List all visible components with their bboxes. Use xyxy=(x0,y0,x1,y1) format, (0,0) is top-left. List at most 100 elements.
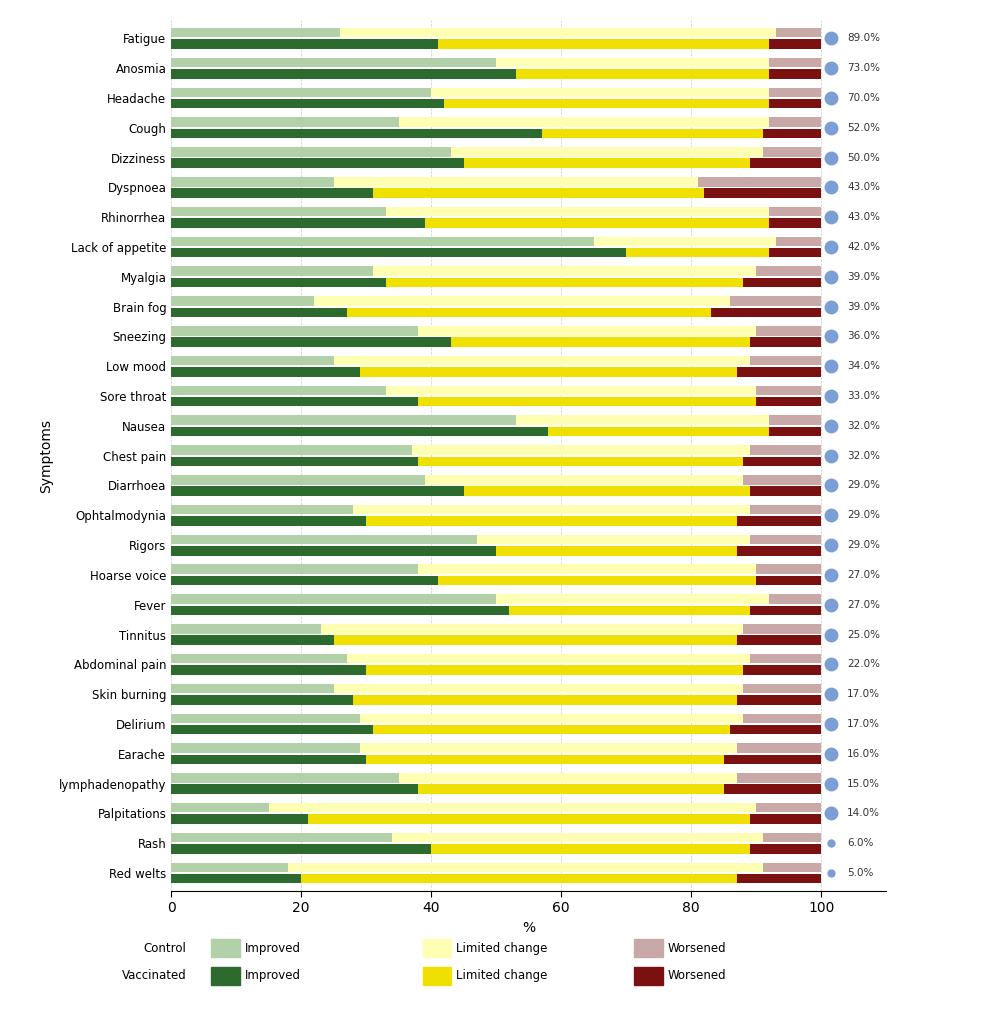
Bar xyxy=(171,248,626,257)
Bar xyxy=(438,575,756,586)
Bar xyxy=(769,427,821,436)
Bar xyxy=(743,278,821,288)
Bar xyxy=(171,368,359,377)
Bar xyxy=(496,57,769,68)
Bar xyxy=(510,605,749,615)
Text: 29.0%: 29.0% xyxy=(847,480,880,490)
Bar xyxy=(749,486,821,496)
Bar xyxy=(737,743,821,753)
Text: 15.0%: 15.0% xyxy=(847,778,880,788)
Bar xyxy=(171,337,451,347)
Text: 39.0%: 39.0% xyxy=(847,302,880,311)
Bar xyxy=(346,654,749,664)
Bar xyxy=(171,177,333,186)
Bar xyxy=(431,87,769,97)
Bar xyxy=(373,725,730,734)
Text: 29.0%: 29.0% xyxy=(847,540,880,550)
Text: 14.0%: 14.0% xyxy=(847,808,880,818)
Bar xyxy=(594,237,775,246)
Bar xyxy=(171,188,373,198)
Bar xyxy=(451,337,749,347)
Bar xyxy=(418,397,756,407)
Bar xyxy=(171,714,359,723)
Text: 16.0%: 16.0% xyxy=(847,749,880,759)
Bar xyxy=(743,666,821,675)
Bar xyxy=(340,28,775,38)
Bar xyxy=(737,636,821,645)
Bar xyxy=(756,386,821,395)
Bar xyxy=(542,129,762,138)
Bar xyxy=(418,784,724,794)
Bar xyxy=(769,87,821,97)
Bar xyxy=(769,69,821,79)
Bar xyxy=(171,207,386,216)
Bar xyxy=(418,564,756,574)
Bar xyxy=(171,564,418,574)
Bar xyxy=(171,445,412,455)
X-axis label: %: % xyxy=(522,921,536,935)
Bar xyxy=(463,159,749,168)
Bar xyxy=(749,337,821,347)
Bar xyxy=(171,516,367,525)
Bar xyxy=(749,445,821,455)
Bar xyxy=(171,266,373,275)
Bar xyxy=(359,743,737,753)
Bar xyxy=(399,773,737,782)
Bar xyxy=(171,457,418,466)
Text: 33.0%: 33.0% xyxy=(847,391,880,401)
Bar xyxy=(463,486,749,496)
Bar xyxy=(171,69,516,79)
Text: 29.0%: 29.0% xyxy=(847,510,880,520)
Text: 5.0%: 5.0% xyxy=(847,868,873,878)
Bar xyxy=(756,266,821,275)
Bar xyxy=(171,475,425,484)
Bar xyxy=(775,237,821,246)
Bar xyxy=(359,714,743,723)
Text: Worsened: Worsened xyxy=(668,942,726,954)
Bar xyxy=(171,307,346,317)
Bar xyxy=(171,57,496,68)
Bar xyxy=(333,177,698,186)
Bar xyxy=(171,87,431,97)
Bar xyxy=(171,784,418,794)
Bar xyxy=(386,386,756,395)
Text: 70.0%: 70.0% xyxy=(847,93,880,103)
Bar xyxy=(333,684,743,693)
Bar xyxy=(743,475,821,484)
Bar xyxy=(171,159,463,168)
Text: 27.0%: 27.0% xyxy=(847,570,880,580)
Bar xyxy=(749,605,821,615)
Bar xyxy=(743,457,821,466)
Bar xyxy=(743,624,821,634)
Bar xyxy=(737,773,821,782)
Text: 25.0%: 25.0% xyxy=(847,630,880,640)
Bar xyxy=(171,684,333,693)
Bar xyxy=(288,862,762,872)
Bar xyxy=(737,368,821,377)
Bar xyxy=(418,457,743,466)
Text: Limited change: Limited change xyxy=(456,970,548,982)
Text: Control: Control xyxy=(143,942,186,954)
Bar xyxy=(626,248,769,257)
Bar xyxy=(769,39,821,49)
Text: 27.0%: 27.0% xyxy=(847,600,880,609)
Bar xyxy=(367,666,743,675)
Bar xyxy=(418,326,756,336)
Bar xyxy=(171,427,548,436)
Bar xyxy=(301,873,737,884)
Bar xyxy=(269,803,756,812)
Bar xyxy=(769,57,821,68)
Bar xyxy=(516,416,769,425)
Bar xyxy=(392,833,762,843)
Bar xyxy=(743,714,821,723)
Bar xyxy=(749,535,821,544)
Bar xyxy=(353,505,749,514)
Bar xyxy=(769,218,821,227)
Bar xyxy=(314,296,730,306)
Bar xyxy=(171,486,463,496)
Text: 43.0%: 43.0% xyxy=(847,182,880,193)
Text: 43.0%: 43.0% xyxy=(847,212,880,222)
Bar xyxy=(171,803,269,812)
Bar xyxy=(431,844,749,854)
Bar xyxy=(353,695,737,705)
